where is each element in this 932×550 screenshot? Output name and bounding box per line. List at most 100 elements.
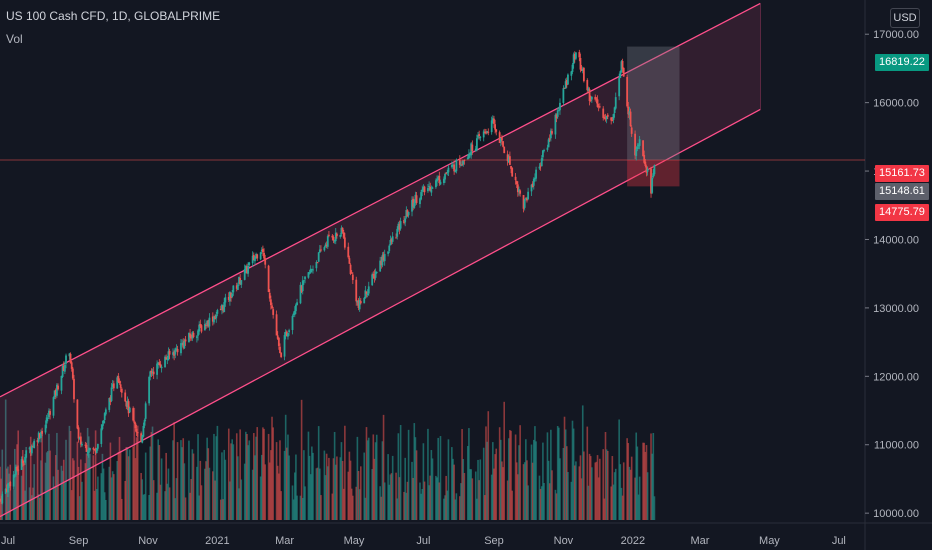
candle-body <box>9 481 12 487</box>
candle-body <box>224 297 227 303</box>
volume-bar <box>223 449 226 520</box>
volume-bar <box>333 431 336 520</box>
volume-bar <box>184 497 187 520</box>
volume-bar <box>381 441 384 520</box>
candle-body <box>474 148 477 151</box>
candle-body <box>559 102 561 111</box>
candle-body <box>495 129 498 132</box>
candle-body <box>652 173 655 177</box>
volume-bar <box>232 444 235 520</box>
volume-indicator-label[interactable]: Vol <box>6 32 23 46</box>
volume-bar <box>332 458 335 520</box>
candle-body <box>166 359 169 361</box>
volume-bar <box>531 462 534 520</box>
volume-bar <box>534 426 536 520</box>
candle-body <box>382 254 385 261</box>
volume-bar <box>527 485 529 520</box>
candle-body <box>644 161 647 166</box>
volume-bar <box>474 471 477 520</box>
candle-body <box>620 61 623 72</box>
volume-bar <box>109 442 112 520</box>
volume-bar <box>190 479 193 520</box>
candle-body <box>255 253 257 259</box>
volume-bar <box>206 437 208 520</box>
volume-bar <box>230 443 232 520</box>
candle-body <box>428 185 430 187</box>
volume-bar <box>101 453 104 520</box>
volume-bar <box>57 469 59 520</box>
candle-body <box>61 366 64 377</box>
candle-body <box>128 407 131 413</box>
candle-body <box>645 166 648 173</box>
volume-bar <box>16 444 18 520</box>
volume-bar <box>570 481 573 520</box>
candle-body <box>507 157 510 163</box>
candle-body <box>30 445 33 454</box>
volume-bar <box>611 456 614 520</box>
symbol-title[interactable]: US 100 Cash CFD, 1D, GLOBALPRIME <box>6 9 221 23</box>
volume-bar <box>564 429 567 520</box>
legend: US 100 Cash CFD, 1D, GLOBALPRIME Vol <box>6 9 220 46</box>
time-axis: Jul Sep Nov 2021 Mar May Jul Sep Nov 2022 Mar May Ju… <box>1 535 846 547</box>
candle-body <box>372 274 375 276</box>
candle-body <box>62 365 65 371</box>
candle-body <box>167 351 170 361</box>
candle-body <box>213 316 215 323</box>
candle-body <box>403 220 405 224</box>
candle-body <box>389 240 392 246</box>
candle-body <box>205 325 207 327</box>
volume-bar <box>630 456 633 520</box>
volume-bar <box>41 432 43 520</box>
volume-bar <box>586 426 589 520</box>
candle-body <box>406 210 409 217</box>
candle-body <box>200 325 203 332</box>
x-tick-label: Mar <box>691 535 710 547</box>
candle-body <box>447 167 450 173</box>
candle-body <box>611 119 614 121</box>
candle-body <box>304 276 306 280</box>
volume-bar <box>558 427 560 520</box>
currency-button[interactable]: USD <box>890 8 920 28</box>
volume-bar <box>45 452 48 520</box>
candle-body <box>455 159 458 172</box>
volume-bar <box>287 434 289 520</box>
candle-body <box>650 168 652 194</box>
candle-body <box>478 134 481 137</box>
volume-bar <box>40 460 42 520</box>
volume-bar <box>397 433 400 520</box>
volume-bar <box>221 452 223 520</box>
volume-bar <box>406 481 409 520</box>
volume-bar <box>599 458 601 520</box>
candle-body <box>613 107 616 114</box>
volume-bar <box>44 462 47 520</box>
volume-bar <box>110 477 113 520</box>
volume-bar <box>20 475 23 520</box>
volume-bar <box>572 428 575 520</box>
candle-body <box>325 244 328 246</box>
volume-bar <box>339 457 342 520</box>
candle-body <box>332 237 335 241</box>
candle-body <box>554 114 557 135</box>
volume-bar <box>515 462 518 520</box>
volume-bar <box>422 443 425 520</box>
x-tick-label: 2021 <box>205 535 229 547</box>
volume-bar <box>270 450 272 520</box>
y-tick-label: 11000.00 <box>874 440 919 452</box>
volume-bar <box>484 495 486 520</box>
candle-body <box>470 143 473 156</box>
volume-bar <box>526 460 528 520</box>
candle-body <box>221 304 223 310</box>
candle-body <box>582 67 585 82</box>
x-tick-label: Mar <box>275 535 294 547</box>
candle-body <box>570 71 573 76</box>
candle-body <box>12 474 15 487</box>
candle-body <box>65 355 67 364</box>
volume-bar <box>247 445 249 520</box>
volume-bar <box>547 460 550 520</box>
candle-body <box>630 127 633 134</box>
candle-body <box>239 278 242 284</box>
volume-bar <box>80 459 82 520</box>
candle-body <box>551 131 553 134</box>
candle-body <box>78 437 81 439</box>
